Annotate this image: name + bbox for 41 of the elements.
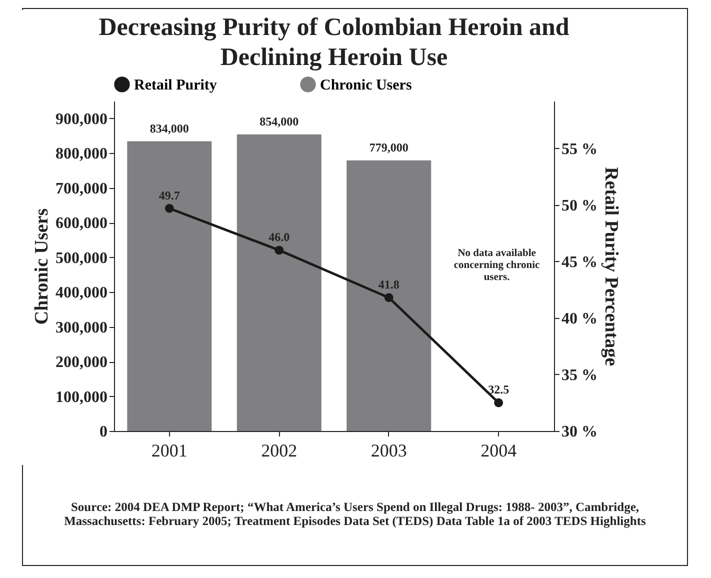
- data-label: 779,000: [369, 140, 408, 154]
- point: [384, 293, 394, 302]
- legend-label: Retail Purity: [134, 77, 218, 94]
- y2-tick-label: 50 %: [562, 197, 598, 214]
- data-label: 854,000: [260, 114, 299, 128]
- data-label: 834,000: [150, 121, 189, 136]
- y-tick-label: 100,000: [56, 388, 108, 406]
- y-axis-title: Chronic Users: [32, 208, 52, 325]
- chart-title: Decreasing Purity of Colombian Heroin and Declining Heroin Use: [98, 14, 570, 71]
- bar: [346, 160, 432, 431]
- y-tick-label: 600,000: [56, 215, 108, 232]
- y-tick-label: 500,000: [56, 250, 108, 267]
- point: [494, 398, 504, 408]
- y-tick-label: 300,000: [56, 319, 108, 336]
- point: [164, 204, 174, 213]
- y-tick-label: 0: [100, 424, 108, 440]
- y2-tick-label: 35 %: [562, 366, 598, 384]
- x-tick-label: 2004: [480, 440, 517, 460]
- x-tick-label: 2003: [370, 440, 407, 460]
- source-note: Source: 2004 DEA DMP Report; “What America’s Users Spend on Illegal Drugs: 1988- 2003”, Cambridge, Massachusetts: February 2005; Treatment Episodes Data Set (TEDS) Data Table 1a of 2003 TEDS Highlights: [63, 500, 647, 528]
- y2-tick-label: 30 %: [562, 424, 598, 440]
- bar: [127, 141, 212, 431]
- y-tick-label: 800,000: [56, 146, 108, 163]
- y-tick-label: 900,000: [56, 110, 108, 128]
- data-label: 41.8: [378, 278, 400, 292]
- y2-tick-label: 55 %: [562, 140, 598, 158]
- y-tick-label: 700,000: [56, 180, 108, 198]
- y2-axis-title: Retail Purity Percentage: [600, 166, 622, 366]
- legend-label: Chronic Users: [320, 77, 412, 94]
- y2-tick-label: 45 %: [562, 254, 598, 271]
- x-tick-label: 2002: [261, 440, 298, 460]
- x-tick-label: 2001: [151, 440, 188, 460]
- data-label: 49.7: [158, 188, 180, 202]
- annotation: No data available concerning chronic users.: [454, 248, 540, 283]
- point: [274, 246, 284, 255]
- bar: [236, 134, 322, 431]
- data-label: 46.0: [268, 230, 290, 244]
- y2-tick-label: 40 %: [562, 310, 598, 328]
- y-tick-label: 200,000: [56, 354, 108, 372]
- data-label: 32.5: [488, 382, 510, 397]
- y-tick-label: 400,000: [56, 284, 108, 302]
